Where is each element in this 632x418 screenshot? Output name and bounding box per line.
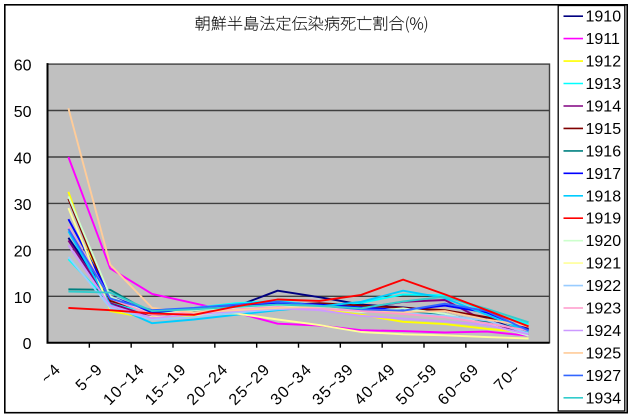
svg-text:50: 50 — [14, 104, 32, 121]
svg-text:1927: 1927 — [586, 368, 622, 385]
svg-text:1912: 1912 — [586, 54, 622, 71]
svg-text:1921: 1921 — [586, 256, 622, 273]
svg-text:1917: 1917 — [586, 166, 622, 183]
svg-text:60: 60 — [14, 58, 32, 75]
svg-text:0: 0 — [23, 336, 32, 353]
svg-text:40: 40 — [14, 151, 32, 168]
svg-text:1915: 1915 — [586, 121, 622, 138]
svg-text:1916: 1916 — [586, 143, 622, 160]
svg-text:1910: 1910 — [586, 9, 622, 26]
svg-text:10: 10 — [14, 290, 32, 307]
svg-text:1919: 1919 — [586, 211, 622, 228]
svg-text:1918: 1918 — [586, 188, 622, 205]
svg-text:30: 30 — [14, 197, 32, 214]
svg-text:20: 20 — [14, 243, 32, 260]
svg-text:1913: 1913 — [586, 76, 622, 93]
svg-text:1934: 1934 — [586, 390, 622, 407]
svg-text:1923: 1923 — [586, 301, 622, 318]
svg-text:1925: 1925 — [586, 345, 622, 362]
svg-text:1911: 1911 — [586, 31, 621, 48]
svg-text:1914: 1914 — [586, 99, 622, 116]
svg-text:1924: 1924 — [586, 323, 622, 340]
svg-text:1922: 1922 — [586, 278, 622, 295]
svg-text:1920: 1920 — [586, 233, 622, 250]
